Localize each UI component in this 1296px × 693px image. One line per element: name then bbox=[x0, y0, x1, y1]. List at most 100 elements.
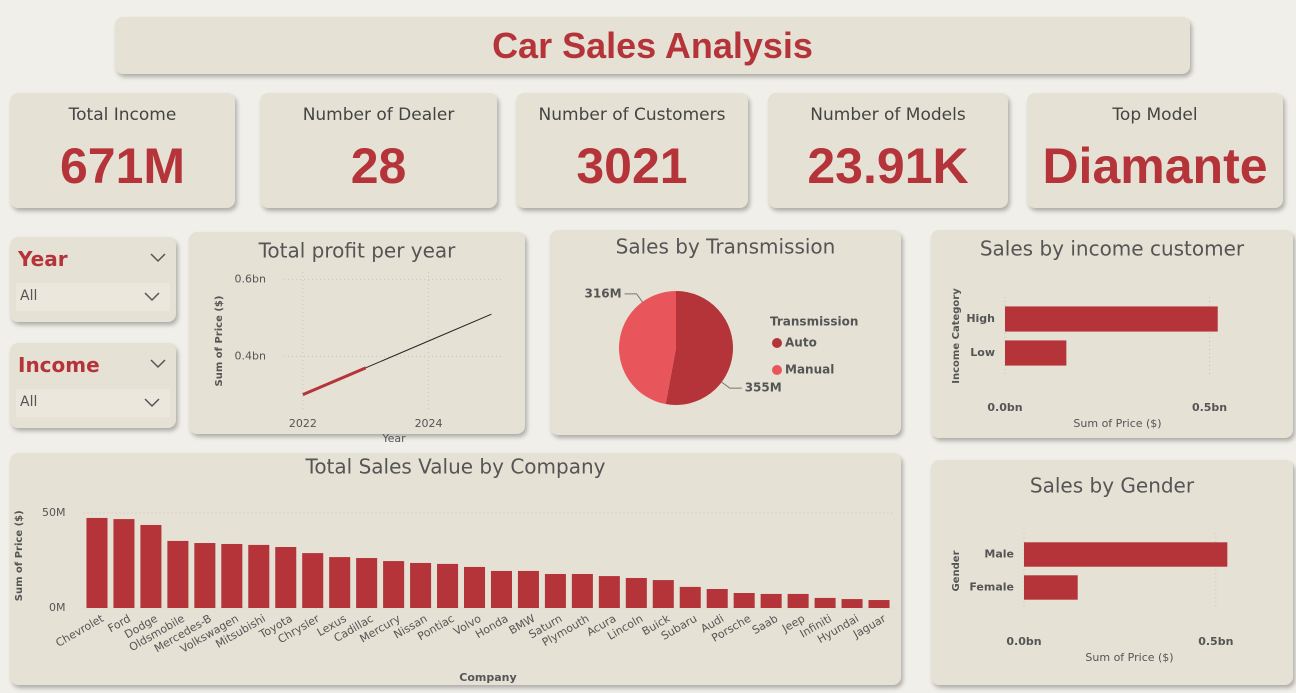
y-axis-label: Gender bbox=[951, 550, 962, 591]
x-axis-label: Year bbox=[381, 432, 406, 445]
y-axis-label: Sum of Price ($) bbox=[214, 296, 225, 387]
y-tick-label: High bbox=[966, 312, 995, 325]
kpi-label: Number of Dealer bbox=[302, 105, 455, 125]
x-tick-label: Chevrolet bbox=[54, 612, 107, 650]
x-tick-label: 0.0bn bbox=[1006, 635, 1041, 648]
kpi-label: Number of Models bbox=[810, 105, 966, 125]
slicer-value: All bbox=[20, 394, 38, 410]
slicer-dropdown[interactable]: All bbox=[16, 283, 170, 311]
chevron-icon bbox=[144, 398, 160, 408]
pie-slice bbox=[618, 291, 676, 405]
bar bbox=[140, 524, 162, 608]
x-axis-label: Company bbox=[459, 671, 516, 684]
chart: Sales by Transmission 355M 316M Transmissio… bbox=[585, 235, 858, 405]
slicer[interactable]: Income All bbox=[10, 343, 176, 428]
kpi-card: Number of Customers 3021 bbox=[516, 93, 748, 208]
y-axis-label: Income Category bbox=[951, 288, 962, 384]
bar bbox=[329, 557, 351, 608]
bar bbox=[544, 573, 566, 608]
chevron[interactable] bbox=[144, 292, 160, 302]
chart-title: Sales by Gender bbox=[1030, 474, 1195, 498]
bar bbox=[113, 519, 135, 608]
y-tick-label: 0.4bn bbox=[235, 349, 266, 362]
bar bbox=[760, 593, 782, 608]
bar bbox=[841, 599, 863, 608]
data-label: 355M bbox=[745, 381, 782, 395]
bar bbox=[1024, 575, 1078, 600]
chevron-icon bbox=[150, 359, 166, 369]
chart: Total Sales Value by Company 0M 50M Chevrol… bbox=[14, 455, 893, 684]
bar bbox=[1005, 306, 1218, 332]
legend-label: Auto bbox=[785, 336, 817, 350]
chart-panel: Sales by income customer 0.0bn 0.5bn High Lo… bbox=[931, 230, 1293, 438]
kpi-value: 671M bbox=[59, 138, 186, 194]
legend-label: Manual bbox=[785, 363, 834, 377]
bar bbox=[679, 586, 701, 608]
kpi-label: Number of Customers bbox=[538, 105, 726, 125]
chevron[interactable] bbox=[150, 359, 166, 369]
kpi-value: 28 bbox=[350, 138, 407, 194]
y-tick-label: Female bbox=[969, 581, 1014, 594]
x-tick-label: 0.0bn bbox=[987, 401, 1022, 414]
y-tick-label: Male bbox=[984, 548, 1014, 561]
chart-panel: Sales by Transmission 355M 316M Transmissio… bbox=[550, 230, 901, 435]
slicer-value: All bbox=[20, 288, 38, 304]
bar bbox=[1005, 340, 1067, 366]
chevron-icon bbox=[150, 253, 166, 263]
chart-panel: Total Sales Value by Company 0M 50M Chevrol… bbox=[10, 453, 901, 685]
kpi-card: Top Model Diamante bbox=[1027, 93, 1283, 208]
slicer-dropdown[interactable]: All bbox=[16, 389, 170, 417]
leader-line bbox=[624, 293, 643, 303]
bar bbox=[868, 600, 890, 608]
bar bbox=[733, 592, 755, 608]
pie-slice bbox=[665, 291, 733, 405]
bar bbox=[598, 576, 620, 608]
bar bbox=[86, 517, 108, 608]
bar bbox=[706, 589, 728, 608]
chart-panel: Total profit per year 0.4bn 0.6bn 2022 2024 Y… bbox=[189, 232, 525, 445]
leader-line bbox=[721, 381, 742, 389]
kpi-value: 3021 bbox=[576, 138, 688, 194]
x-tick-label: 0.5bn bbox=[1192, 401, 1227, 414]
bar bbox=[463, 566, 486, 608]
chevron[interactable] bbox=[144, 398, 160, 408]
legend-marker bbox=[772, 338, 782, 348]
bar bbox=[437, 563, 459, 608]
bar bbox=[1024, 542, 1228, 567]
chart-panel: Sales by Gender 0.0bn 0.5bn Male Female Sum o… bbox=[931, 460, 1293, 685]
header: Car Sales Analysis bbox=[115, 17, 1190, 74]
bar bbox=[383, 561, 405, 608]
bar bbox=[571, 573, 593, 608]
line-series bbox=[365, 313, 492, 369]
bar bbox=[275, 547, 297, 608]
slicer-title: Income bbox=[18, 353, 100, 377]
x-tick-label: 2022 bbox=[289, 417, 317, 430]
bar bbox=[356, 558, 378, 608]
bar bbox=[248, 544, 270, 608]
legend-title: Transmission bbox=[770, 315, 858, 329]
bar bbox=[652, 580, 674, 608]
legend-marker bbox=[772, 365, 782, 375]
chart-title: Sales by income customer bbox=[980, 237, 1245, 261]
bar bbox=[167, 540, 189, 608]
y-tick-label: 50M bbox=[42, 506, 66, 519]
slicer[interactable]: Year All bbox=[10, 237, 176, 322]
chart: Sales by income customer 0.0bn 0.5bn High Lo… bbox=[951, 237, 1245, 431]
bar bbox=[490, 570, 513, 608]
chevron-icon bbox=[144, 292, 160, 302]
x-axis-label: Sum of Price ($) bbox=[1073, 417, 1161, 430]
page-title: Car Sales Analysis bbox=[492, 25, 813, 66]
y-tick-label: Low bbox=[970, 346, 995, 359]
kpi-label: Total Income bbox=[68, 105, 177, 125]
chart-title: Total profit per year bbox=[258, 239, 457, 263]
y-tick-label: 0.6bn bbox=[235, 273, 266, 286]
line-series bbox=[302, 366, 367, 397]
x-tick-label: 2024 bbox=[415, 417, 443, 430]
kpi-value: Diamante bbox=[1042, 138, 1268, 194]
x-tick-label: Saab bbox=[750, 612, 780, 637]
chevron[interactable] bbox=[150, 253, 166, 263]
bar bbox=[517, 570, 539, 608]
chart: Total profit per year 0.4bn 0.6bn 2022 2024 Y… bbox=[214, 239, 504, 445]
bar bbox=[787, 593, 809, 608]
